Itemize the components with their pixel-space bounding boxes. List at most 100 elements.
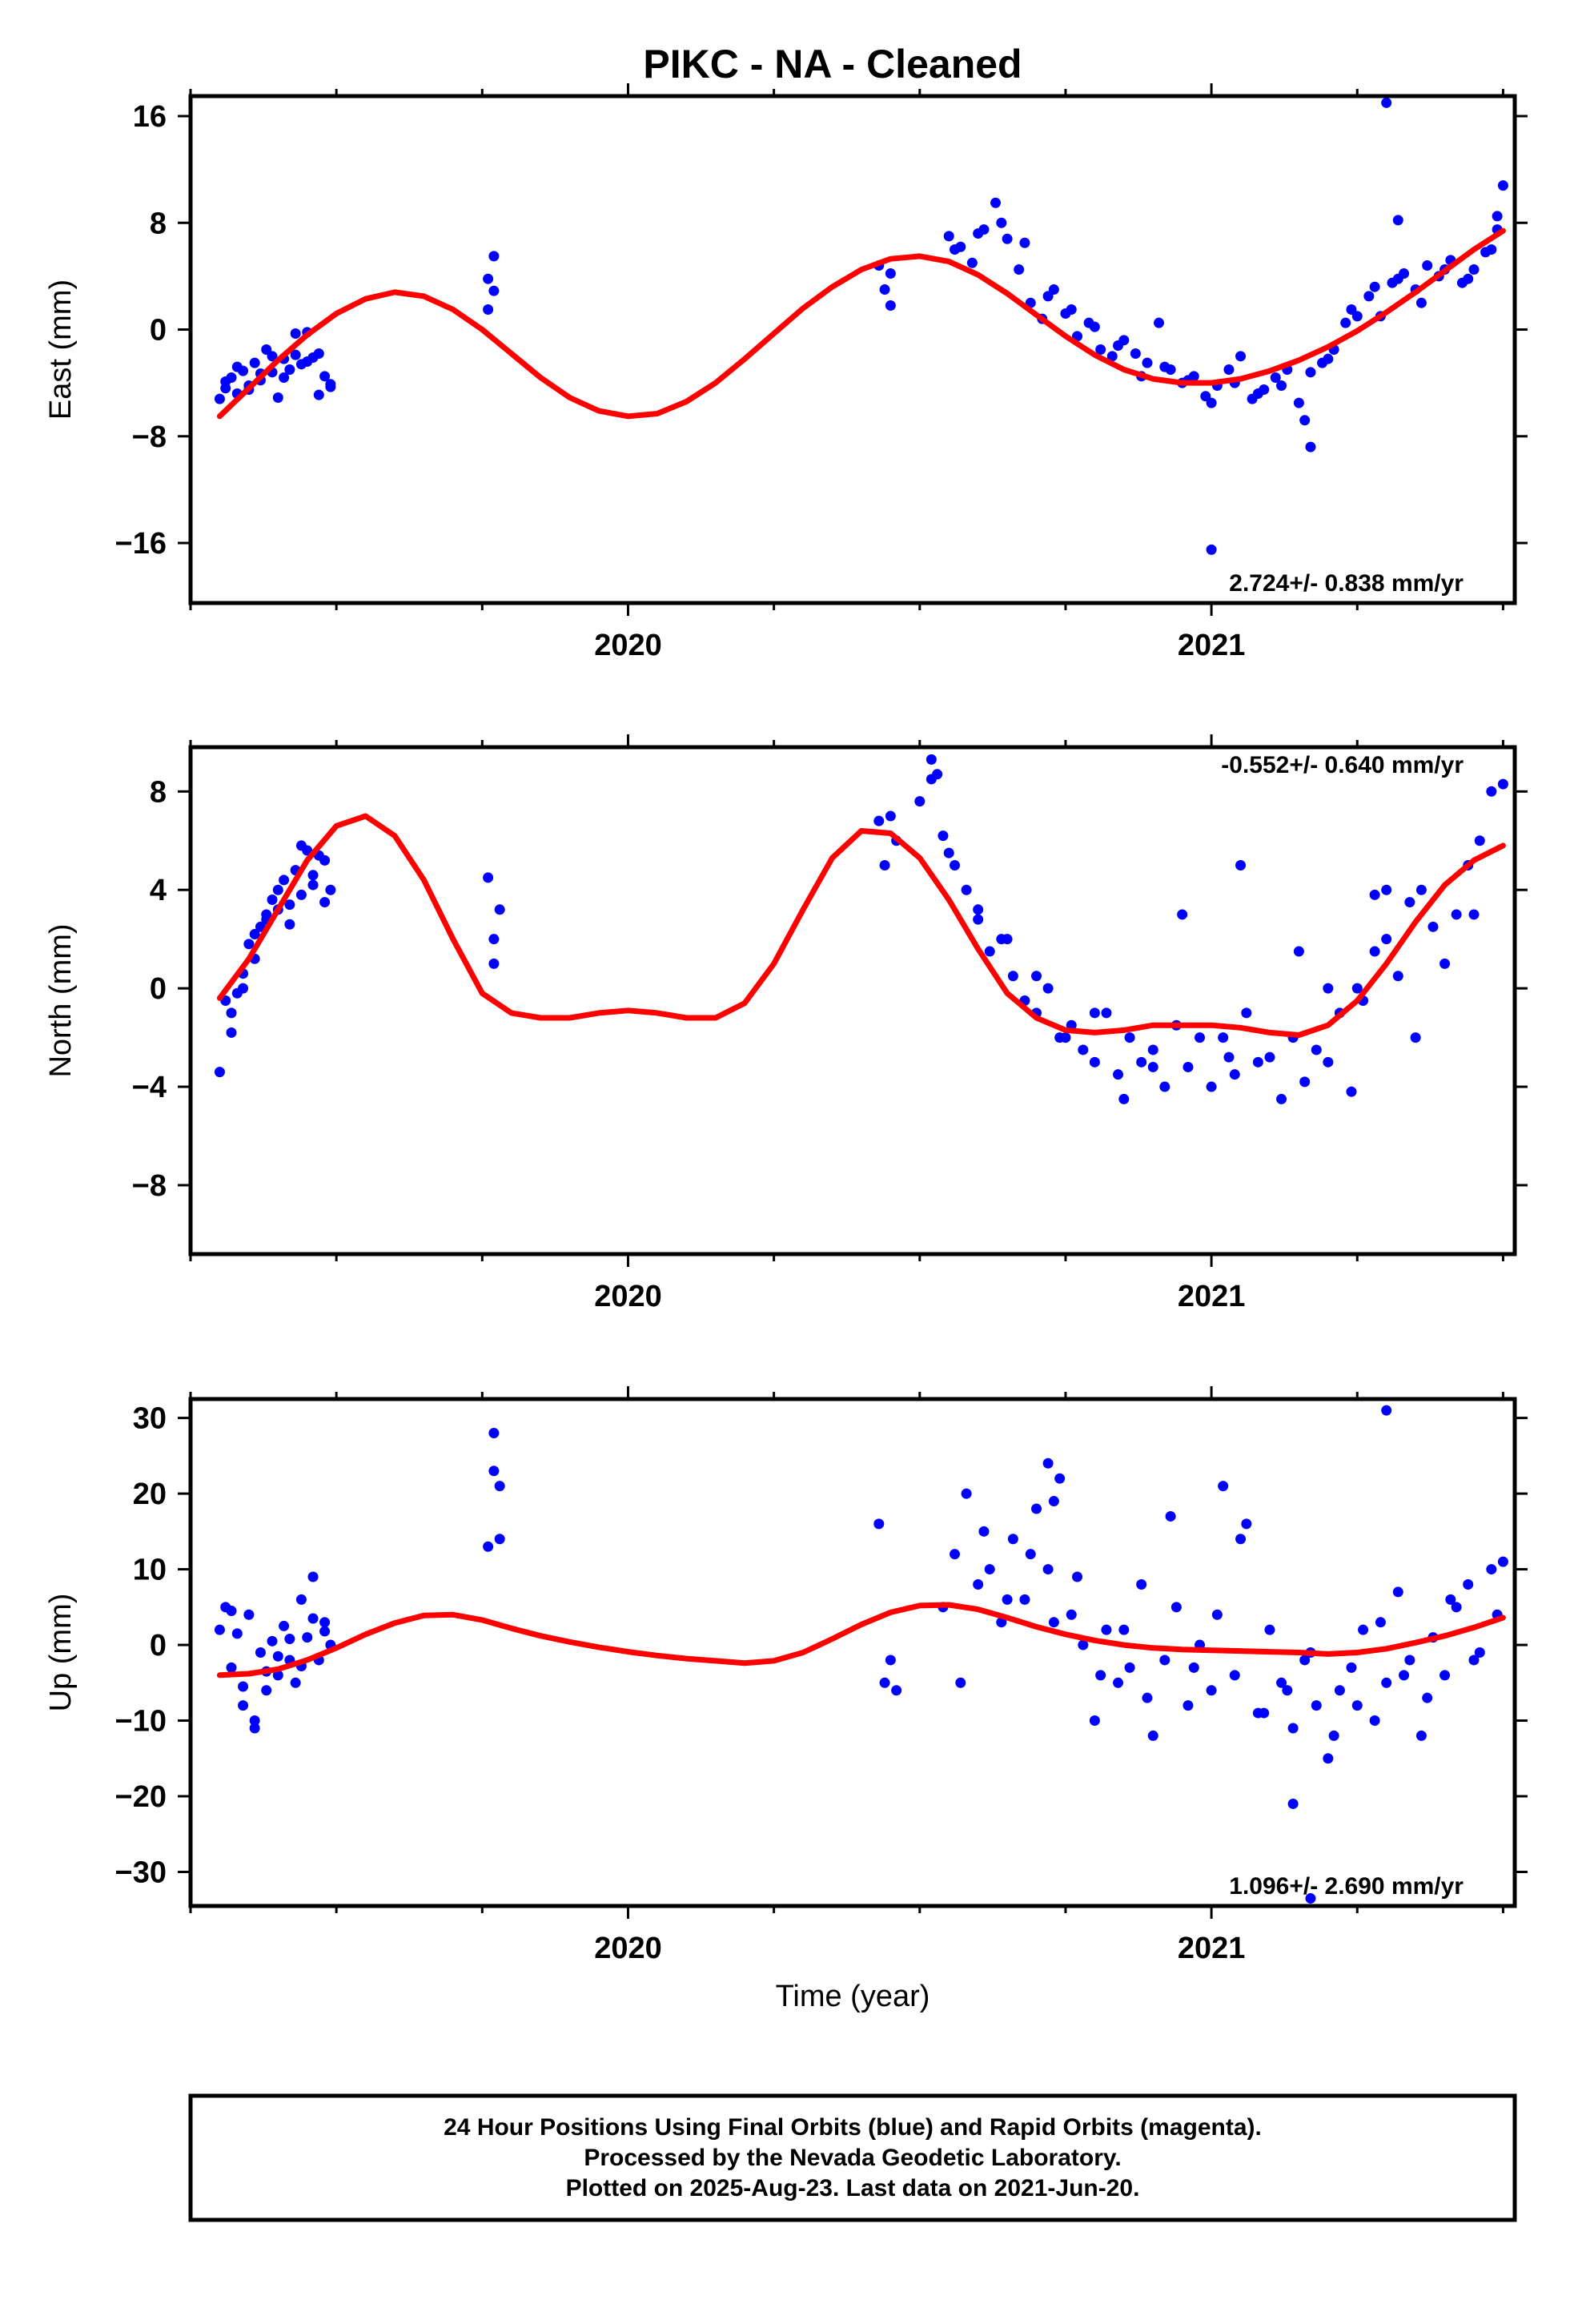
data-point: [261, 1685, 272, 1696]
data-point: [220, 376, 231, 387]
data-point: [488, 934, 500, 945]
data-point: [950, 1549, 961, 1560]
footer-frame: [188, 2093, 1517, 2222]
data-point: [996, 217, 1007, 228]
data-point: [279, 1620, 290, 1631]
data-point: [1422, 260, 1433, 271]
plot-frame: [188, 94, 1517, 605]
data-point: [238, 1681, 249, 1692]
data-point: [488, 958, 500, 969]
data-point: [961, 1488, 972, 1499]
data-point: [1042, 1458, 1054, 1469]
data-point: [1299, 415, 1311, 426]
data-point: [1259, 1707, 1270, 1719]
data-point: [226, 1606, 237, 1617]
data-point: [1042, 983, 1054, 994]
data-point: [290, 328, 301, 340]
rate-label: 1.096+/- 2.690 mm/yr: [1229, 1873, 1464, 1900]
data-point: [494, 1534, 505, 1545]
data-point: [1287, 1798, 1299, 1809]
data-point: [1042, 1564, 1054, 1575]
data-point: [307, 1571, 319, 1582]
data-point: [295, 889, 307, 900]
data-point: [1241, 1518, 1252, 1530]
data-point: [307, 1613, 319, 1624]
y-tick-label: 0: [150, 314, 167, 348]
data-point: [1264, 1624, 1275, 1635]
data-point: [1293, 946, 1304, 957]
data-point: [1346, 1086, 1357, 1097]
data-point: [1188, 1662, 1199, 1673]
data-point: [1002, 1594, 1013, 1605]
data-point: [1118, 1093, 1130, 1104]
data-point: [325, 884, 336, 895]
data-point: [1276, 380, 1287, 391]
data-point: [284, 899, 295, 911]
data-point: [249, 1723, 260, 1734]
data-point: [1025, 1549, 1036, 1560]
data-point: [1404, 897, 1415, 908]
data-point: [214, 393, 225, 404]
data-point: [943, 847, 954, 858]
data-point: [319, 854, 331, 866]
y-axis-label: East (mm): [44, 279, 78, 420]
data-point: [1002, 233, 1013, 244]
data-point: [313, 348, 324, 359]
model-curve: [216, 1602, 1506, 1679]
data-point: [483, 872, 494, 883]
data-point: [879, 859, 890, 870]
x-tick-label: 2021: [1178, 1280, 1246, 1313]
data-point: [1048, 1496, 1059, 1507]
data-point: [1136, 1056, 1147, 1068]
data-point: [978, 1526, 990, 1537]
data-point: [1078, 1044, 1089, 1055]
data-point: [885, 810, 896, 822]
data-point: [1165, 1510, 1176, 1522]
data-point: [1252, 1056, 1263, 1068]
data-point: [984, 1564, 995, 1575]
data-point: [891, 1685, 902, 1696]
data-point: [1101, 1007, 1112, 1019]
data-point: [1089, 1007, 1100, 1019]
panel-2: −8 −4 0 4 8 2020 2021 North (mm) -0.552+/- 0.640…: [44, 734, 1528, 1313]
data-point: [231, 1628, 243, 1639]
data-point: [1486, 244, 1497, 255]
data-point: [1439, 958, 1451, 969]
data-point: [1113, 1069, 1124, 1080]
data-point: [1159, 361, 1170, 372]
data-point: [1066, 304, 1077, 316]
data-point: [1054, 1473, 1066, 1484]
data-point: [1019, 1594, 1030, 1605]
data-point: [1241, 1007, 1252, 1019]
data-point: [1399, 1670, 1410, 1681]
data-point: [1147, 1061, 1158, 1072]
data-point: [1410, 1032, 1421, 1043]
data-point: [284, 919, 295, 930]
data-point: [313, 389, 324, 400]
data-point: [1369, 889, 1380, 900]
data-point: [1351, 983, 1363, 994]
data-point: [885, 300, 896, 312]
data-point: [1358, 1624, 1369, 1635]
data-point: [932, 769, 943, 780]
data-point: [1497, 180, 1508, 191]
data-point: [1235, 1534, 1247, 1545]
data-point: [267, 895, 278, 906]
data-point: [973, 914, 984, 925]
data-point: [1211, 1609, 1223, 1620]
data-point: [1124, 1662, 1135, 1673]
data-point: [1031, 1503, 1042, 1514]
y-tick-label: −8: [132, 420, 167, 454]
x-tick-label: 2021: [1178, 1932, 1246, 1965]
data-point: [1007, 971, 1018, 982]
data-point: [973, 1578, 984, 1590]
data-point: [1346, 1662, 1357, 1673]
data-point: [1154, 317, 1165, 328]
data-point: [1113, 1677, 1124, 1688]
data-point: [483, 273, 494, 284]
data-point: [1206, 397, 1217, 408]
y-tick-label: 0: [150, 972, 167, 1006]
y-axis-label: North (mm): [44, 923, 78, 1077]
plot-frame: [188, 1397, 1517, 1908]
data-point: [1229, 1069, 1240, 1080]
